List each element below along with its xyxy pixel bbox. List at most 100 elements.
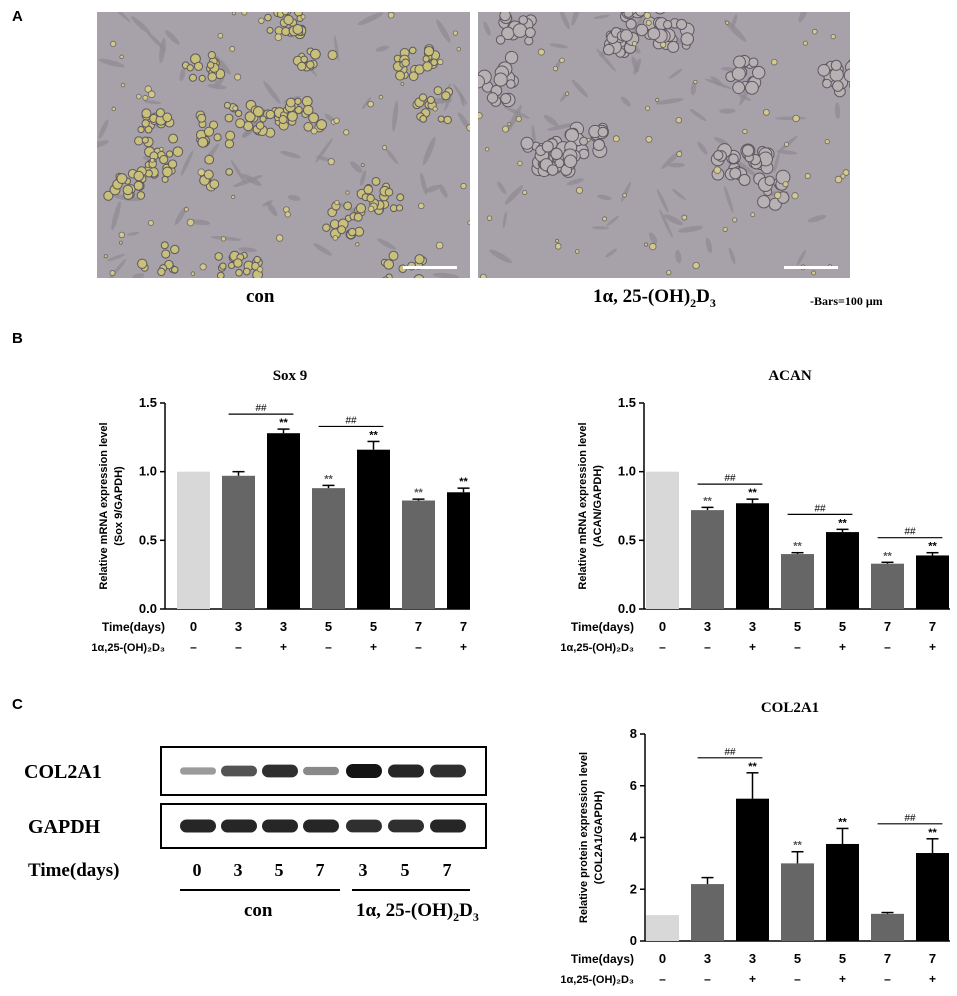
cell-round [409,72,418,81]
cell-elongated [502,211,508,228]
significance-stars: ** [748,487,757,499]
cell-round [513,24,527,38]
cell-round [225,114,233,122]
cell-round [818,64,830,76]
cell-round [831,60,841,70]
cell-round [138,259,147,268]
cell-round [746,81,759,94]
cell-round [349,228,356,235]
cell-single [379,95,383,99]
y-tick-label: 2 [630,881,637,896]
cell-single [418,203,424,209]
group-label-con: con [244,900,273,922]
cell-single [613,136,619,142]
x-category-label: 7 [415,619,422,634]
blot-lane-labels: 0 3 5 7 3 5 7 [182,860,472,884]
cell-elongated [419,172,429,195]
cell-single [733,218,737,222]
cell-single [334,118,340,124]
cell-round [367,195,374,202]
blot-band [180,819,216,832]
cell-round [496,36,504,44]
cell-round [205,155,214,164]
cell-single [257,267,262,272]
cell-round [137,192,145,200]
treatment-label: – [884,972,891,986]
treatment-label: + [749,640,756,654]
cell-texture [97,12,470,278]
lane-label: 5 [264,860,294,881]
cell-single [775,192,781,198]
cell-elongated [421,136,438,166]
cell-round [117,174,127,184]
cell-elongated [719,108,735,113]
cell-elongated [452,83,469,106]
blot-band [262,819,298,832]
significance-stars: ** [793,840,802,852]
bar [916,555,949,609]
cell-single [104,255,107,258]
cell-round [519,16,528,25]
cell-elongated [238,246,257,252]
cell-single [233,106,238,111]
treatment-label: + [839,972,846,986]
cell-elongated [671,188,687,201]
y-tick-label: 8 [630,726,637,741]
cell-single [191,272,195,276]
cell-single [576,187,582,193]
cell-round [265,14,272,21]
group-line-con [180,889,340,891]
blot-band [303,819,339,832]
cell-round [753,66,765,78]
cell-round [580,137,588,145]
cell-elongated [131,272,144,278]
cell-round [427,96,434,103]
cell-round [204,170,213,179]
cell-single [553,66,557,70]
cell-round [208,73,217,82]
cell-round [420,116,427,123]
cell-round [749,58,758,67]
cell-round [419,94,426,101]
cell-single [632,41,636,45]
cell-round [521,137,533,149]
lane-label: 7 [432,860,462,881]
cell-round [163,167,173,177]
cell-elongated [658,208,674,238]
panel-a-letter: A [12,8,23,25]
cell-single [587,138,590,141]
cell-round [593,139,604,150]
bar [646,915,679,941]
cell-round [423,56,429,62]
comparison-label: ## [255,403,267,414]
cell-elongated [558,12,572,30]
cell-round [636,24,648,36]
cell-single [560,58,565,63]
cell-single [232,12,235,15]
cell-elongated [597,194,612,202]
cell-single [812,271,816,275]
chart-title: ACAN [640,368,940,385]
cell-single [346,191,349,194]
cell-round [171,245,179,253]
y-tick-label: 4 [630,830,638,845]
cell-single [661,42,666,47]
cell-single [538,49,544,55]
scale-note: -Bars=100 μm [810,294,883,309]
cell-round [288,111,298,121]
cell-round [302,96,312,106]
y-tick-label: 1.5 [139,395,157,410]
cell-round [714,151,723,160]
cell-elongated [678,224,704,234]
significance-stars: ** [838,517,847,529]
cell-single [726,21,729,24]
lane-label: 3 [223,860,253,881]
lane-label: 3 [348,860,378,881]
x-category-label: 7 [929,619,936,634]
bar [826,844,859,941]
cell-single [467,124,470,131]
cell-round [598,127,608,137]
blot-gapdh [160,803,487,849]
cell-round [730,168,741,179]
cell-round [310,49,320,59]
